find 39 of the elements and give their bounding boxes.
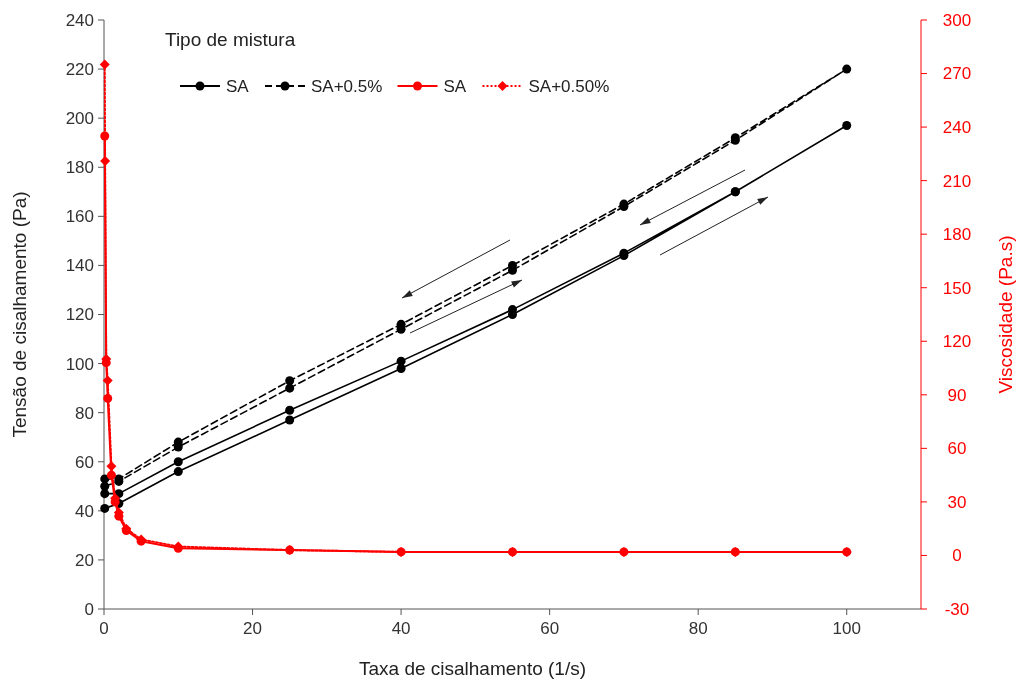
legend-label: SA — [226, 76, 250, 96]
y-tick-label: 0 — [84, 599, 94, 619]
x-tick-label: 100 — [832, 619, 861, 638]
x-tick-label: 60 — [540, 619, 560, 638]
y2-axis-title: Viscosidade (Pa.s) — [995, 235, 1016, 394]
y-tick-label: 40 — [75, 501, 94, 521]
y-tick-label: 160 — [65, 207, 94, 227]
y2-tick-label: 300 — [942, 10, 972, 30]
y-tick-label: 60 — [75, 452, 94, 472]
y2-tick-label: 120 — [942, 332, 972, 352]
x-tick-label: 0 — [99, 619, 109, 638]
legend-label: SA+0.5% — [311, 76, 383, 96]
legend-title: Tipo de mistura — [165, 29, 296, 50]
y2-tick-label: 150 — [942, 278, 972, 298]
y2-tick-label: 210 — [942, 171, 972, 191]
x-tick-label: 20 — [243, 619, 263, 638]
y2-tick-label: 240 — [942, 118, 972, 138]
y-tick-label: 100 — [65, 354, 94, 374]
y2-tick-label: 270 — [942, 64, 972, 84]
y2-tick-label: 30 — [947, 492, 967, 512]
y-axis-title: Tensão de cisalhamento (Pa) — [9, 191, 30, 438]
y2-tick-label: 90 — [947, 385, 967, 405]
y-tick-label: 20 — [75, 550, 94, 570]
y2-tick-label: 60 — [947, 439, 967, 459]
legend-label: SA — [443, 76, 467, 96]
x-axis-title: Taxa de cisalhamento (1/s) — [358, 658, 587, 679]
y-tick-label: 220 — [65, 60, 94, 80]
y-tick-label: 80 — [75, 403, 94, 423]
y2-tick-label: 0 — [952, 546, 962, 566]
y-tick-label: 240 — [65, 10, 94, 30]
y-tick-label: 180 — [65, 158, 94, 178]
y2-tick-label: -30 — [944, 599, 970, 619]
y2-tick-label: 180 — [942, 225, 972, 245]
x-tick-label: 80 — [688, 619, 708, 638]
y-tick-label: 200 — [65, 109, 94, 129]
x-tick-label: 40 — [391, 619, 411, 638]
legend-label: SA+0.50% — [528, 76, 610, 96]
y-tick-label: 140 — [65, 256, 94, 276]
y-tick-label: 120 — [65, 305, 94, 325]
